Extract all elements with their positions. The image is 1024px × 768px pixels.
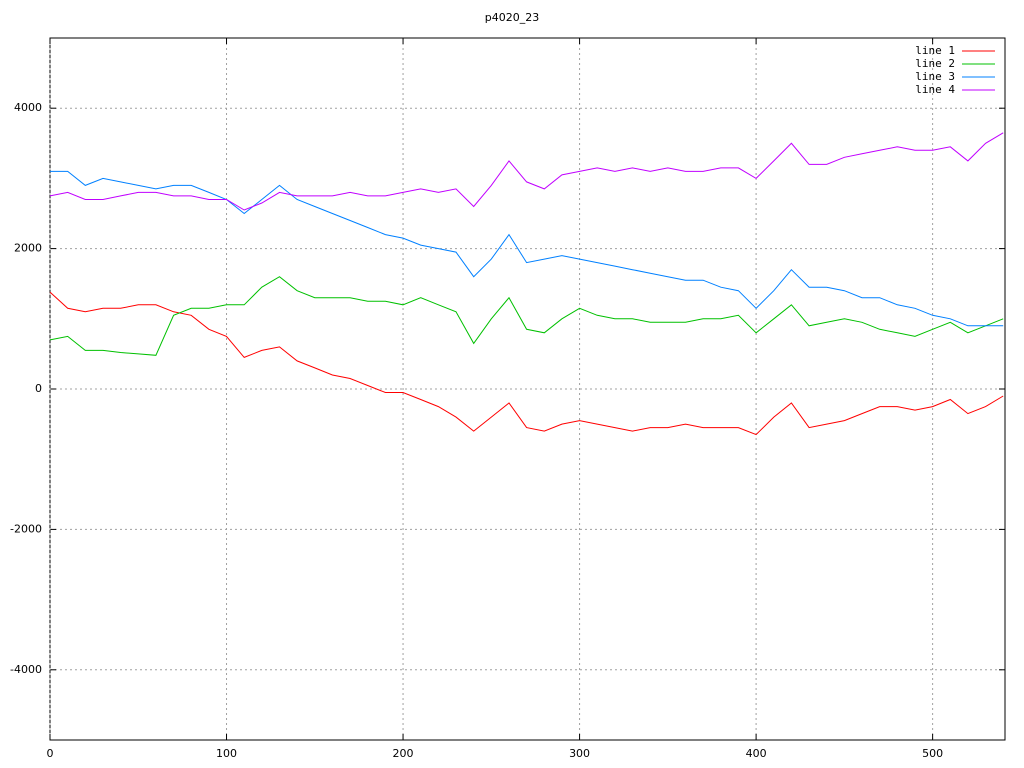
legend-label: line 4 xyxy=(915,83,955,96)
y-tick-label: -2000 xyxy=(10,522,42,535)
y-tick-label: 2000 xyxy=(14,242,42,255)
series-line xyxy=(50,170,1004,327)
x-tick-label: 200 xyxy=(393,747,414,760)
x-tick-label: 100 xyxy=(216,747,237,760)
y-tick-label: 0 xyxy=(35,382,42,395)
legend-label: line 1 xyxy=(915,44,955,57)
legend-label: line 2 xyxy=(915,57,955,70)
chart-title: p4020_23 xyxy=(485,11,539,24)
x-tick-label: 300 xyxy=(569,747,590,760)
series-line xyxy=(49,276,1004,356)
y-tick-label: 4000 xyxy=(14,101,42,114)
series-line xyxy=(49,291,1004,436)
legend-label: line 3 xyxy=(915,70,955,83)
x-tick-label: 400 xyxy=(746,747,767,760)
y-tick-label: -4000 xyxy=(10,663,42,676)
series-line xyxy=(49,132,1004,211)
x-tick-label: 500 xyxy=(922,747,943,760)
x-tick-label: 0 xyxy=(47,747,54,760)
